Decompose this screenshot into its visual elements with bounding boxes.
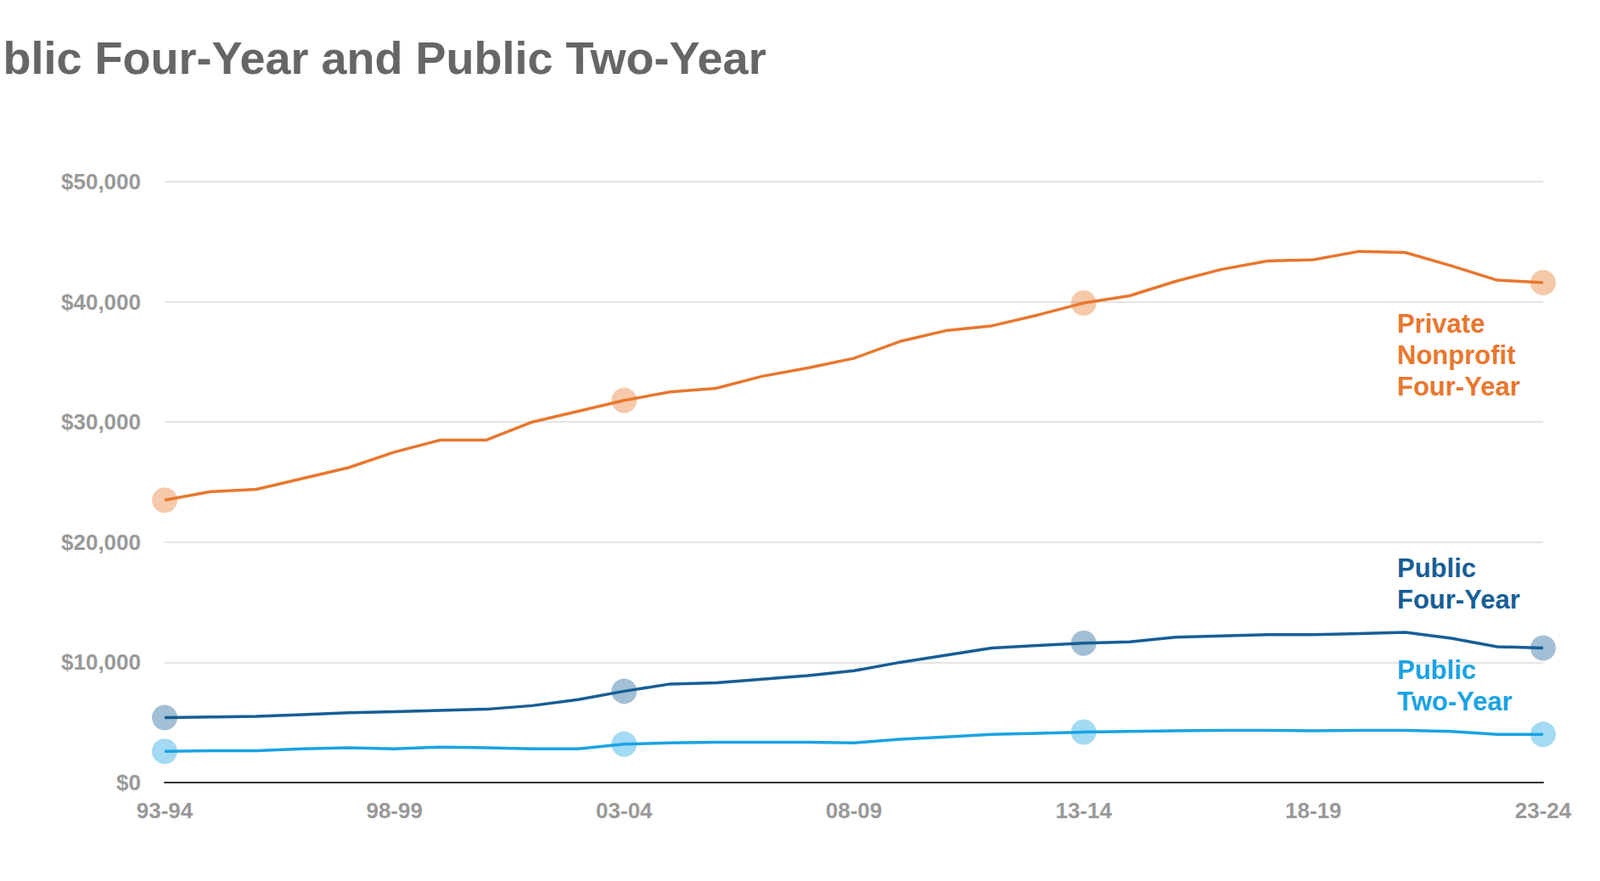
svg-text:93-94: 93-94 <box>136 797 194 824</box>
svg-text:Public: Public <box>1397 553 1477 584</box>
svg-text:03-04: 03-04 <box>595 797 653 824</box>
svg-text:23-24: 23-24 <box>1515 797 1572 824</box>
svg-text:Private Nonprofit Four-Year, P: Private Nonprofit Four-Year, Public Four… <box>0 32 767 84</box>
svg-text:Public: Public <box>1397 655 1477 685</box>
svg-text:98-99: 98-99 <box>365 797 423 824</box>
svg-text:Four-Year: Four-Year <box>1397 371 1521 402</box>
svg-text:$50,000: $50,000 <box>61 168 141 195</box>
svg-text:Nonprofit: Nonprofit <box>1397 340 1516 371</box>
svg-text:13-14: 13-14 <box>1055 797 1112 824</box>
svg-text:$20,000: $20,000 <box>61 529 141 556</box>
svg-text:Four-Year: Four-Year <box>1397 584 1521 615</box>
svg-text:Two-Year: Two-Year <box>1397 686 1513 717</box>
svg-text:$10,000: $10,000 <box>61 649 141 675</box>
svg-text:Private: Private <box>1397 308 1485 339</box>
svg-text:$40,000: $40,000 <box>61 289 141 315</box>
svg-text:$0: $0 <box>116 769 141 796</box>
svg-text:08-09: 08-09 <box>825 797 883 824</box>
svg-text:18-19: 18-19 <box>1285 797 1342 824</box>
svg-text:$30,000: $30,000 <box>61 409 141 435</box>
